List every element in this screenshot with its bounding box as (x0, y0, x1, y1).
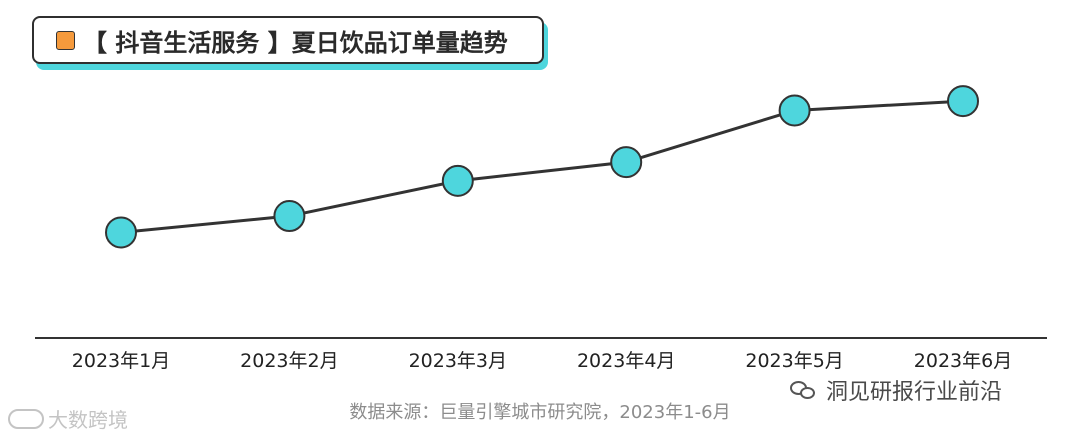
data-point (947, 85, 979, 118)
x-tick-label: 2023年5月 (745, 350, 843, 372)
watermark-right-text: 洞见研报行业前沿 (826, 380, 1003, 405)
line-chart: 2023年1月 2023年2月 2023年3月 2023年4月 2023年5月 2023年… (35, 85, 1047, 372)
data-point (105, 216, 137, 249)
title-square-icon (56, 30, 75, 50)
source-note: 数据来源：巨量引擎城市研究院，2023年1-6月 (349, 402, 731, 423)
brand-logo-icon (8, 408, 44, 429)
x-tick-label: 2023年3月 (409, 350, 507, 372)
watermark-left: 大数跨境 (8, 404, 128, 433)
x-tick-label: 2023年1月 (72, 350, 170, 372)
x-tick-label: 2023年4月 (577, 350, 675, 372)
wechat-icon (790, 379, 818, 401)
data-point (778, 94, 811, 127)
x-tick-label: 2023年2月 (240, 350, 338, 372)
title-box: 【 抖音生活服务 】夏日饮品订单量趋势 (32, 16, 544, 64)
watermark-left-text: 大数跨境 (48, 408, 128, 432)
data-point (610, 146, 643, 179)
watermark-right: 洞见研报行业前沿 (790, 374, 1002, 406)
data-point (441, 164, 474, 197)
data-point (273, 200, 306, 233)
x-tick-label: 2023年6月 (914, 350, 1012, 372)
chart-title: 【 抖音生活服务 】夏日饮品订单量趋势 (83, 28, 508, 57)
series-line (120, 99, 964, 234)
